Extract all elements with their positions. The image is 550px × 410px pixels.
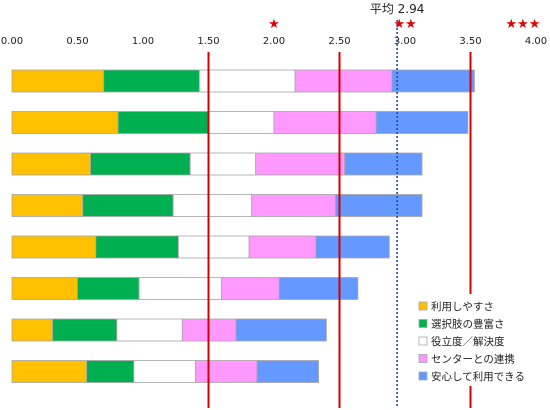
bar-segment: [172, 194, 253, 217]
bar-segment: [221, 277, 280, 300]
star-label: ★★★: [505, 17, 540, 32]
bar-segment: [248, 235, 317, 259]
legend-swatch: [418, 319, 428, 328]
star-labels: ★ ★★ ★★★: [268, 17, 540, 32]
bar-segment: [273, 111, 377, 134]
bar-segment: [77, 277, 140, 300]
bar-segment: [52, 318, 118, 342]
bar-segment: [235, 318, 327, 342]
legend-swatch: [418, 336, 428, 346]
x-tick-label: 3.00: [394, 36, 416, 47]
legend-box: [410, 294, 538, 386]
legend-label: センターとの連携: [431, 353, 515, 366]
bar-segment: [117, 111, 209, 134]
average-label: 平均 2.94: [370, 2, 425, 16]
bar-segment: [103, 69, 200, 93]
bar-segment: [11, 69, 105, 93]
legend-swatch: [418, 371, 428, 381]
bar-segment: [177, 235, 250, 259]
bar-segment: [278, 277, 359, 300]
bar-segment: [11, 318, 54, 342]
legend-label: 役立度／解決度: [431, 335, 505, 348]
bar-segment: [335, 194, 423, 217]
bar-segment: [198, 69, 296, 93]
x-tick-label: 2.00: [263, 36, 285, 47]
x-tick-label: 0.50: [66, 36, 88, 47]
bar-segment: [194, 360, 258, 383]
bar-segment: [133, 360, 196, 383]
bar-segment: [90, 152, 191, 176]
x-axis-ticks: 0.00 0.50 1.00 1.50 2.00 2.50 3.00 3.50 4.00: [1, 36, 547, 47]
bar-segment: [95, 235, 179, 259]
star-label: ★: [268, 17, 280, 32]
bar-segment: [11, 277, 78, 300]
bar-segment: [116, 318, 183, 342]
bar-segment: [189, 152, 257, 176]
x-tick-label: 0.00: [1, 36, 23, 47]
bar-segment: [208, 111, 275, 134]
star-label: ★★: [393, 17, 416, 32]
x-tick-label: 1.50: [197, 36, 219, 47]
bar-segment: [256, 360, 319, 383]
bar-segment: [294, 69, 393, 93]
bar-segment: [391, 69, 475, 93]
bar-segment: [255, 152, 346, 176]
x-tick-label: 2.50: [328, 36, 350, 47]
bar-segment: [11, 360, 88, 383]
bar-segment: [86, 360, 135, 383]
legend-label: 選択肢の豊富さ: [431, 318, 505, 331]
bar-segment: [11, 235, 97, 259]
bar-segment: [344, 152, 423, 176]
legend-swatch: [418, 354, 428, 363]
legend-swatch: [418, 301, 428, 311]
bar-segment: [82, 194, 174, 217]
legend-label: 安心して利用できる: [431, 370, 525, 383]
x-tick-label: 3.50: [459, 36, 481, 47]
bar-segment: [11, 111, 119, 134]
legend-label: 利用しやすさ: [431, 301, 494, 313]
bar-segment: [315, 235, 390, 259]
bars: [11, 69, 475, 383]
x-tick-label: 1.00: [132, 36, 154, 47]
bar-segment: [11, 152, 91, 176]
bar-segment: [375, 111, 469, 134]
bar-segment: [251, 194, 336, 217]
bar-segment: [11, 194, 84, 217]
x-tick-label: 4.00: [525, 36, 547, 47]
